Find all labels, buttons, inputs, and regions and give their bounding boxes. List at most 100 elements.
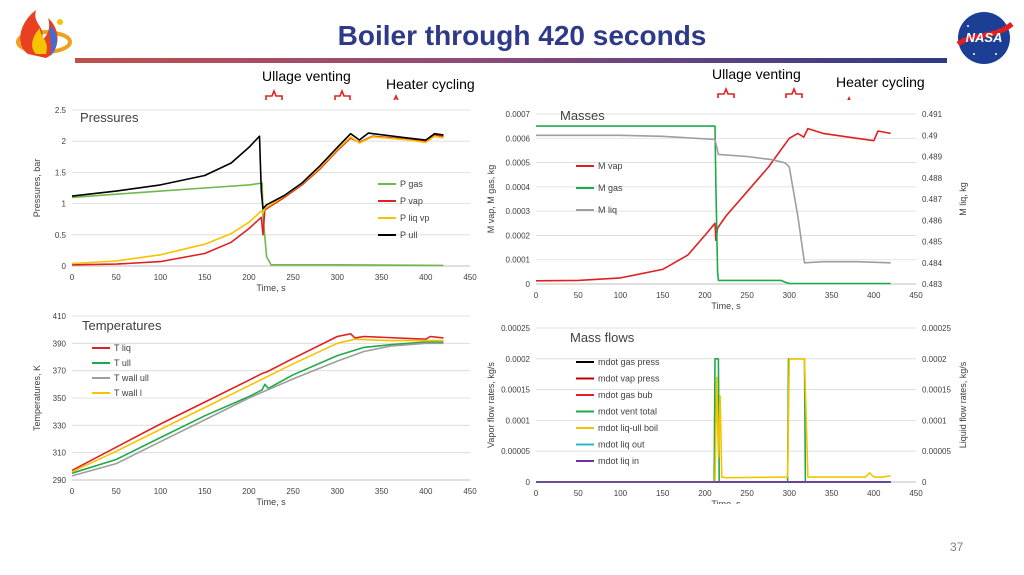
masses-ytick-right-label: 0.489 [922,153,943,162]
pressures-ytick-label: 2 [62,137,67,146]
temperatures-legend-label-t-wall-ull: T wall ull [114,373,149,383]
mass-flows-chart-title: Mass flows [570,330,635,345]
pressures-xtick-label: 300 [331,273,345,282]
mass-flows-legend-label-mdot-gas-bub: mdot gas bub [598,390,653,400]
temperatures-chart-title: Temperatures [82,318,162,333]
masses-ytick-label: 0.0002 [506,231,531,240]
masses-x-axis-label: Time, s [711,301,741,310]
temperatures-xtick-label: 400 [419,487,433,496]
temperatures-xtick-label: 450 [463,487,477,496]
mass-flows-legend-label-mdot-vap-press: mdot vap press [598,374,660,384]
mission-logo [6,4,76,68]
mass-flows-xtick-label: 0 [534,489,539,498]
temperatures-ytick-label: 310 [53,449,67,458]
pressures-ytick-label: 2.5 [55,106,67,115]
pressures-chart: 0 0.5 1 1.5 2 2.5 0 50 100 150 200 250 300 350 400 450 T… [32,106,477,293]
temperatures-ytick-label: 410 [53,312,67,321]
annotation-ullage-venting-left: Ullage venting [262,68,351,84]
mass-flows-ytick-label: 0 [526,478,531,487]
masses-ytick-label: 0.0006 [506,134,531,143]
mass-flows-ytick-label: 0.0002 [506,355,531,364]
svg-text:NASA: NASA [966,30,1003,45]
mass-flows-xtick-label: 200 [698,489,712,498]
masses-xtick-label: 350 [825,291,839,300]
masses-ytick-label: 0.0005 [506,159,531,168]
masses-legend-label-m-gas: M gas [598,183,623,193]
masses-xtick-label: 400 [867,291,881,300]
temperatures-chart-panel: 290 310 330 350 370 390 410 0 50 100 150 200 250 300 3… [30,306,480,514]
masses-xtick-label: 150 [656,291,670,300]
masses-xtick-label: 300 [783,291,797,300]
temperatures-chart: 290 310 330 350 370 390 410 0 50 100 150 200 250 300 3… [32,312,477,507]
mass-flows-y-axis-right-label: Liquid flow rates, kg/s [958,361,968,448]
page-number: 37 [950,540,964,554]
brace-ullage-right-2 [785,86,803,98]
masses-ytick-label: 0.0004 [506,183,531,192]
pressures-legend-label-p-liq-vp: P liq vp [400,213,429,223]
temperatures-ytick-label: 290 [53,476,67,485]
temperatures-xtick-label: 150 [198,487,212,496]
pressures-ytick-label: 0 [62,262,67,271]
pressures-chart-panel: 0 0.5 1 1.5 2 2.5 0 50 100 150 200 250 300 350 400 450 T… [30,100,480,300]
masses-ytick-right-label: 0.483 [922,280,943,289]
pressures-xtick-label: 150 [198,273,212,282]
mass-flows-xtick-label: 300 [783,489,797,498]
mass-flows-legend-label-mdot-liq-in: mdot liq in [598,456,639,466]
mass-flows-xtick-label: 450 [909,489,923,498]
pressures-series-p-vap [71,134,444,266]
mass-flows-chart-panel: 0 0.00005 0.0001 0.00015 0.0002 0.00025 0 0.000… [484,316,984,509]
masses-ytick-label: 0 [526,280,531,289]
mass-flows-xtick-label: 150 [656,489,670,498]
masses-ytick-right-label: 0.491 [922,110,943,119]
pressures-xtick-label: 100 [154,273,168,282]
temperatures-x-axis-label: Time, s [256,497,286,507]
mass-flows-chart: 00.000050.00010.000150.00020.0002500.000… [486,324,968,509]
masses-series-m-gas [536,125,891,285]
masses-ytick-label: 0.0003 [506,207,531,216]
pressures-series-p-ull [71,132,444,210]
masses-legend-label-m-liq: M liq [598,205,617,215]
masses-xtick-label: 100 [614,291,628,300]
masses-ytick-right-label: 0.488 [922,174,943,183]
pressures-y-axis-label: Pressures, bar [32,159,42,218]
masses-xtick-label: 250 [740,291,754,300]
title-divider [75,58,947,63]
masses-xtick-label: 200 [698,291,712,300]
annotation-ullage-venting-right: Ullage venting [712,66,801,82]
temperatures-legend-label-t-liq: T liq [114,343,131,353]
pressures-xtick-label: 400 [419,273,433,282]
mass-flows-ytick-right-label: 0 [922,478,927,487]
temperatures-xtick-label: 300 [331,487,345,496]
temperatures-series-t-wall-l [71,338,444,473]
temperatures-ytick-label: 330 [53,421,67,430]
pressures-ytick-label: 1 [62,200,67,209]
pressures-xtick-label: 450 [463,273,477,282]
masses-chart-title: Masses [560,108,605,123]
mass-flows-xtick-label: 100 [614,489,628,498]
mass-flows-ytick-label: 0.0001 [506,416,531,425]
mass-flows-ytick-label: 0.00015 [501,386,530,395]
temperatures-y-axis-label: Temperatures, K [32,365,42,431]
pressures-x-axis-label: Time, s [256,283,286,293]
brace-ullage-right-1 [717,86,735,98]
masses-ytick-right-label: 0.487 [922,195,943,204]
pressures-xtick-label: 200 [242,273,256,282]
mass-flows-xtick-label: 250 [740,489,754,498]
masses-chart: 0 0.0001 0.0002 0.0003 0.0004 0.0005 0.0006 0.0… [486,108,968,311]
pressures-legend-label-p-gas: P gas [400,179,423,189]
masses-xtick-label: 450 [909,291,923,300]
masses-ytick-label: 0.0007 [506,110,531,119]
mass-flows-legend-label-mdot-liq-out: mdot liq out [598,440,645,450]
temperatures-series-t-ull [71,341,444,474]
masses-legend-label-m-vap: M vap [598,161,623,171]
temperatures-ytick-label: 350 [53,394,67,403]
temperatures-legend-label-t-ull: T ull [114,358,131,368]
mass-flows-xtick-label: 350 [825,489,839,498]
mass-flows-ytick-label: 0.00025 [501,324,530,333]
mass-flows-y-axis-label: Vapor flow rates, kg/s [486,362,496,448]
masses-chart-panel: 0 0.0001 0.0002 0.0003 0.0004 0.0005 0.0006 0.0… [484,100,984,311]
pressures-xtick-label: 50 [112,273,121,282]
mass-flows-ytick-right-label: 0.00025 [922,324,951,333]
brace-ullage-left-1 [265,88,283,100]
masses-series-m-liq [536,134,891,264]
